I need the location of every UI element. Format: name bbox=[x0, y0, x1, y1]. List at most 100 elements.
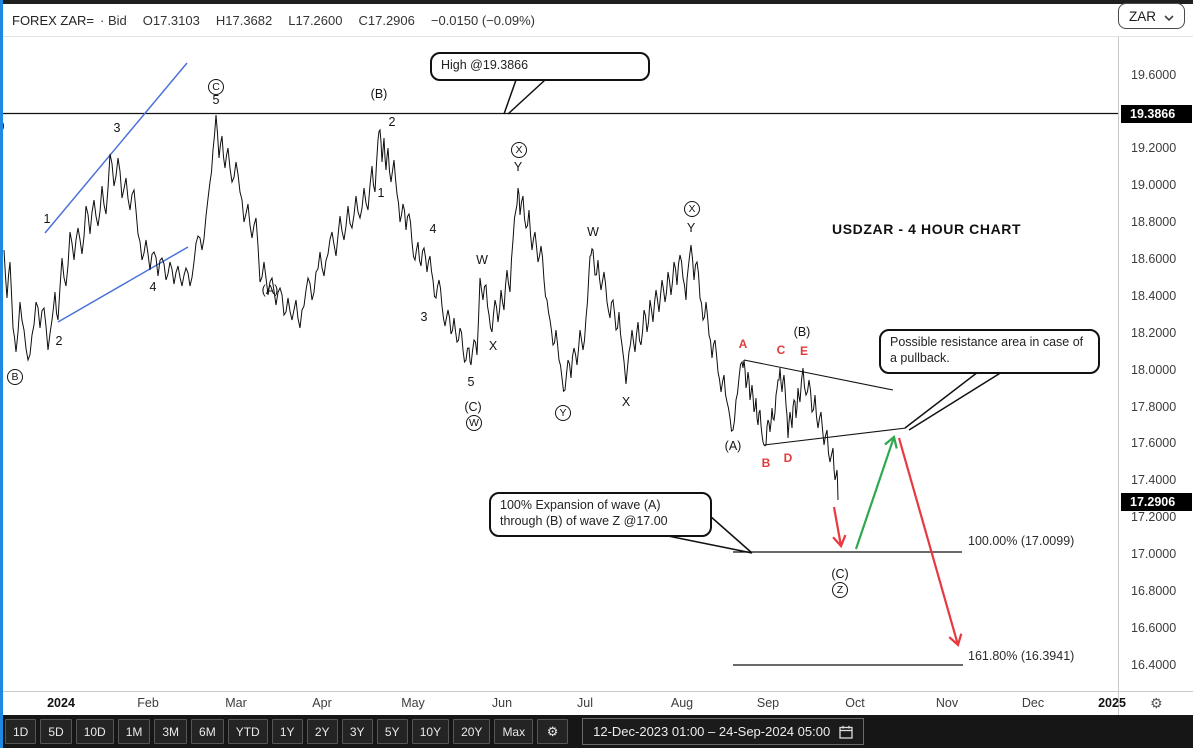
range-button-20y[interactable]: 20Y bbox=[453, 719, 491, 744]
change-value: −0.0150 (−0.09%) bbox=[430, 12, 535, 28]
wave-label: (C) bbox=[831, 567, 849, 581]
range-toolbar: 1D 5D 10D 1M 3M 6M YTD 1Y 2Y 3Y 5Y 10Y 20Y Max ⚙ 12-D… bbox=[0, 715, 1193, 748]
price-tick-label: 18.2000 bbox=[1131, 326, 1177, 340]
quote-header: FOREX ZAR= · Bid O17.3103 H17.3682 L17.2… bbox=[0, 4, 1193, 37]
wave-label: 2 bbox=[55, 334, 63, 348]
quote-type-label: · Bid bbox=[100, 12, 127, 28]
time-tick-label: Feb bbox=[137, 696, 159, 710]
open-value: O17.3103 bbox=[142, 12, 200, 28]
range-button-3m[interactable]: 3M bbox=[154, 719, 188, 744]
wave-label: (A) bbox=[261, 283, 279, 297]
time-tick-label: Jun bbox=[491, 696, 513, 710]
price-chart-svg bbox=[3, 62, 1118, 666]
wave-label: (A) bbox=[724, 439, 742, 453]
low-value: L17.2600 bbox=[288, 12, 343, 28]
time-tick-label: May bbox=[401, 696, 425, 710]
time-tick-label: Nov bbox=[935, 696, 959, 710]
range-button-max[interactable]: Max bbox=[494, 719, 534, 744]
price-axis[interactable]: 19.6000 19.2000 19.0000 18.8000 18.6000 18.40… bbox=[1118, 37, 1193, 691]
price-tick-label: 16.6000 bbox=[1131, 621, 1177, 635]
price-tick-label: 17.8000 bbox=[1131, 400, 1177, 414]
chevron-down-icon bbox=[1164, 9, 1174, 24]
toolbar-settings-gear-icon[interactable]: ⚙ bbox=[537, 719, 569, 744]
high-annotation-callout: High @19.3866 bbox=[430, 52, 650, 81]
high-annotation-text: High @19.3866 bbox=[441, 58, 529, 72]
wave-label: 1 bbox=[43, 212, 51, 226]
wave-label: X bbox=[621, 395, 631, 409]
wave-label-circled: Y bbox=[555, 405, 571, 421]
window-top-border bbox=[0, 0, 1193, 4]
wave-label: (C) bbox=[464, 400, 482, 414]
price-tick-label: 19.0000 bbox=[1131, 178, 1177, 192]
time-tick-label: Mar bbox=[225, 696, 247, 710]
price-tick-label: 17.6000 bbox=[1131, 436, 1177, 450]
wave-label-circled: C bbox=[208, 79, 224, 95]
range-button-10d[interactable]: 10D bbox=[75, 719, 114, 744]
resistance-annotation-text: Possible resistance area in case of a pu… bbox=[890, 335, 1084, 365]
time-tick-label: Sep bbox=[756, 696, 780, 710]
price-tick-label: 18.6000 bbox=[1131, 252, 1177, 266]
time-tick-label: 2025 bbox=[1098, 696, 1126, 710]
wave-label: 3 bbox=[420, 310, 428, 324]
price-tick-label: 19.6000 bbox=[1131, 68, 1177, 82]
axis-settings-gear-icon[interactable]: ⚙ bbox=[1150, 695, 1163, 711]
price-tick-label: 17.0000 bbox=[1131, 547, 1177, 561]
wave-label: 5 bbox=[212, 93, 220, 107]
time-axis[interactable]: ⚙ 2024 Feb Mar Apr May Jun Jul Aug Sep Oct Nov Dec 2… bbox=[0, 691, 1193, 716]
chart-title: USDZAR - 4 HOUR CHART bbox=[832, 221, 1022, 237]
chart-plot-area[interactable]: USDZAR - 4 HOUR CHART High @19.3866 Poss… bbox=[0, 0, 1118, 691]
range-button-6m[interactable]: 6M bbox=[191, 719, 224, 744]
time-tick-label: 2024 bbox=[47, 696, 75, 710]
wave-label: Y bbox=[513, 160, 523, 174]
calendar-icon bbox=[839, 725, 853, 739]
wave-label: (B) bbox=[370, 87, 388, 101]
wave-label-circled: X bbox=[511, 142, 527, 158]
fib-level-label: 161.80% (16.3941) bbox=[968, 649, 1075, 663]
wave-label-red: D bbox=[783, 451, 793, 465]
range-button-5d[interactable]: 5D bbox=[40, 719, 72, 744]
range-buttons-group: 1D 5D 10D 1M 3M 6M YTD 1Y 2Y 3Y 5Y 10Y 20Y Max bbox=[5, 719, 537, 744]
time-tick-label: Apr bbox=[312, 696, 332, 710]
date-range-picker[interactable]: 12-Dec-2023 01:00 – 24-Sep-2024 05:00 bbox=[582, 718, 865, 745]
price-badge: 17.2906 bbox=[1121, 493, 1192, 511]
range-button-10y[interactable]: 10Y bbox=[411, 719, 450, 744]
currency-selector-value: ZAR bbox=[1129, 8, 1156, 24]
range-button-1y[interactable]: 1Y bbox=[271, 719, 303, 744]
range-button-3y[interactable]: 3Y bbox=[341, 719, 373, 744]
range-button-2y[interactable]: 2Y bbox=[306, 719, 338, 744]
wave-label-circled: B bbox=[7, 369, 23, 385]
window-left-border bbox=[0, 0, 3, 748]
range-button-5y[interactable]: 5Y bbox=[376, 719, 408, 744]
range-button-1d[interactable]: 1D bbox=[5, 719, 37, 744]
wave-label-circled: Z bbox=[832, 582, 848, 598]
wave-label-red: B bbox=[761, 456, 771, 470]
wave-label: W bbox=[476, 253, 488, 267]
price-tick-label: 18.4000 bbox=[1131, 289, 1177, 303]
resistance-annotation-callout: Possible resistance area in case of a pu… bbox=[879, 329, 1100, 374]
price-tick-label: 18.0000 bbox=[1131, 363, 1177, 377]
wave-label: 3 bbox=[113, 121, 121, 135]
wave-label: 1 bbox=[377, 186, 385, 200]
wave-label: 4 bbox=[149, 280, 157, 294]
expansion-annotation-text: 100% Expansion of wave (A) through (B) o… bbox=[500, 498, 668, 528]
axis-corner-divider bbox=[1118, 692, 1119, 716]
wave-label: Y bbox=[686, 221, 696, 235]
wave-label-circled: X bbox=[684, 201, 700, 217]
price-tick-label: 19.2000 bbox=[1131, 141, 1177, 155]
wave-label: 4 bbox=[429, 222, 437, 236]
wave-label: 5 bbox=[467, 375, 475, 389]
close-value: C17.2906 bbox=[358, 12, 415, 28]
wave-label-red: E bbox=[799, 344, 809, 358]
wave-label: X bbox=[488, 339, 498, 353]
wave-label: (B) bbox=[793, 325, 811, 339]
price-badge: 19.3866 bbox=[1121, 105, 1192, 123]
range-button-ytd[interactable]: YTD bbox=[227, 719, 268, 744]
time-tick-label: Jul bbox=[577, 696, 593, 710]
expansion-annotation-callout: 100% Expansion of wave (A) through (B) o… bbox=[489, 492, 712, 537]
currency-selector[interactable]: ZAR bbox=[1118, 3, 1185, 29]
wave-label: 2 bbox=[388, 115, 396, 129]
symbol-label: FOREX ZAR= bbox=[12, 12, 94, 28]
wave-label-circled: W bbox=[466, 415, 482, 431]
range-button-1m[interactable]: 1M bbox=[117, 719, 151, 744]
